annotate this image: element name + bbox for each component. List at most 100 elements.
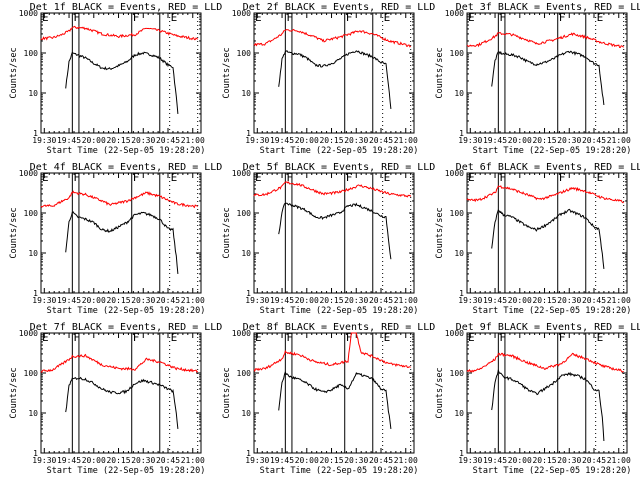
y-axis-label: Counts/sec (222, 367, 232, 418)
x-tick-label: 19:30 (245, 296, 269, 305)
region-marker-label: E (384, 171, 391, 184)
region-marker-label: E (468, 171, 475, 184)
y-tick-label: 10 (28, 89, 38, 98)
x-axis-label: Start Time (22-Sep-05 19:28:20) (47, 306, 206, 316)
y-tick-label: 100 (24, 49, 39, 58)
y-tick-label: 100 (24, 209, 39, 218)
series-lld-line (40, 353, 199, 374)
x-tick-label: 21:00 (607, 136, 631, 145)
y-tick-label: 1 (459, 449, 464, 458)
region-marker-label: F (286, 11, 293, 24)
x-tick-label: 19:30 (245, 456, 269, 465)
series-lld-line (466, 352, 624, 373)
series-events-line (278, 50, 392, 109)
x-tick-label: 20:45 (156, 296, 180, 305)
region-marker-label: E (42, 11, 49, 24)
x-tick-label: 20:30 (557, 136, 581, 145)
y-tick-label: 10 (241, 89, 251, 98)
plot-frame (40, 12, 202, 134)
x-tick-label: 19:45 (270, 296, 294, 305)
x-tick-label: 19:45 (57, 456, 81, 465)
y-axis-label: Counts/sec (9, 47, 19, 98)
x-tick-label: 20:45 (582, 456, 606, 465)
x-axis-label: Start Time (22-Sep-05 19:28:20) (260, 146, 419, 156)
x-tick-label: 20:15 (319, 296, 343, 305)
panel-title: Det 6f BLACK = Events, RED = LLD (456, 162, 640, 173)
region-marker-label: E (171, 171, 178, 184)
y-tick-label: 1000 (19, 329, 38, 338)
x-tick-label: 20:00 (295, 136, 319, 145)
x-tick-label: 21:00 (394, 136, 418, 145)
y-tick-label: 1 (246, 129, 251, 138)
x-tick-label: 19:45 (57, 296, 81, 305)
panel-title: Det 4f BLACK = Events, RED = LLD (30, 162, 223, 173)
x-tick-label: 20:15 (106, 296, 130, 305)
x-tick-label: 20:30 (344, 136, 368, 145)
x-tick-label: 20:15 (532, 136, 556, 145)
y-axis-label: Counts/sec (222, 207, 232, 258)
y-tick-label: 1 (246, 289, 251, 298)
region-marker-label: F (559, 171, 566, 184)
x-tick-label: 20:00 (82, 456, 106, 465)
region-marker-label: F (133, 171, 140, 184)
region-marker-label: F (73, 331, 80, 344)
y-tick-label: 1000 (232, 329, 251, 338)
x-tick-label: 19:30 (458, 136, 482, 145)
x-tick-label: 20:30 (557, 456, 581, 465)
x-tick-label: 20:15 (532, 296, 556, 305)
y-axis-label: Counts/sec (435, 367, 445, 418)
panel-det-2: Det 2f BLACK = Events, RED = LLD 1 10 100 10… (222, 2, 435, 156)
x-tick-label: 19:30 (32, 456, 56, 465)
x-tick-label: 20:30 (557, 296, 581, 305)
panel-det-7: Det 7f BLACK = Events, RED = LLD 1 10 100 10… (9, 322, 222, 476)
region-marker-label: F (559, 11, 566, 24)
x-tick-label: 20:45 (582, 136, 606, 145)
plot-frame (40, 332, 202, 454)
y-tick-label: 1 (33, 129, 38, 138)
y-tick-label: 10 (241, 249, 251, 258)
x-axis-label: Start Time (22-Sep-05 19:28:20) (473, 146, 632, 156)
region-marker-label: E (171, 331, 178, 344)
panel-det-9: Det 9f BLACK = Events, RED = LLD 1 10 100 10… (435, 322, 640, 476)
y-tick-label: 10 (28, 409, 38, 418)
region-marker-label: F (73, 11, 80, 24)
x-tick-label: 20:00 (82, 136, 106, 145)
series-events-line (65, 376, 179, 429)
region-marker-label: E (42, 171, 49, 184)
region-marker-label: E (42, 331, 49, 344)
region-marker-label: F (346, 11, 353, 24)
x-tick-label: 19:45 (270, 456, 294, 465)
panel-title: Det 9f BLACK = Events, RED = LLD (456, 322, 640, 333)
x-tick-label: 20:00 (508, 136, 532, 145)
region-marker-label: F (73, 171, 80, 184)
region-marker-label: E (468, 331, 475, 344)
x-tick-label: 20:15 (532, 456, 556, 465)
x-tick-label: 21:00 (181, 456, 205, 465)
plot-frame (253, 332, 415, 454)
panel-det-5: Det 5f BLACK = Events, RED = LLD 1 10 100 10… (222, 162, 435, 316)
x-tick-label: 20:00 (508, 296, 532, 305)
region-marker-label: E (597, 331, 604, 344)
x-axis-label: Start Time (22-Sep-05 19:28:20) (260, 466, 419, 476)
plot-frame (466, 12, 628, 134)
series-events-line (65, 51, 179, 114)
panel-title: Det 1f BLACK = Events, RED = LLD (30, 2, 223, 13)
x-tick-label: 19:30 (245, 136, 269, 145)
x-tick-label: 20:15 (106, 136, 130, 145)
panel-det-4: Det 4f BLACK = Events, RED = LLD 1 10 100 10… (9, 162, 222, 316)
y-tick-label: 1 (33, 449, 38, 458)
y-tick-label: 100 (237, 49, 252, 58)
y-tick-label: 1 (459, 129, 464, 138)
y-tick-label: 10 (454, 249, 464, 258)
series-events-line (65, 211, 179, 274)
series-events-line (491, 368, 605, 442)
x-tick-label: 21:00 (394, 296, 418, 305)
series-events-line (491, 50, 605, 106)
x-tick-label: 21:00 (181, 136, 205, 145)
x-tick-label: 20:00 (295, 456, 319, 465)
x-axis-label: Start Time (22-Sep-05 19:28:20) (47, 466, 206, 476)
y-tick-label: 1 (246, 449, 251, 458)
region-marker-label: E (597, 11, 604, 24)
y-tick-label: 1 (33, 289, 38, 298)
